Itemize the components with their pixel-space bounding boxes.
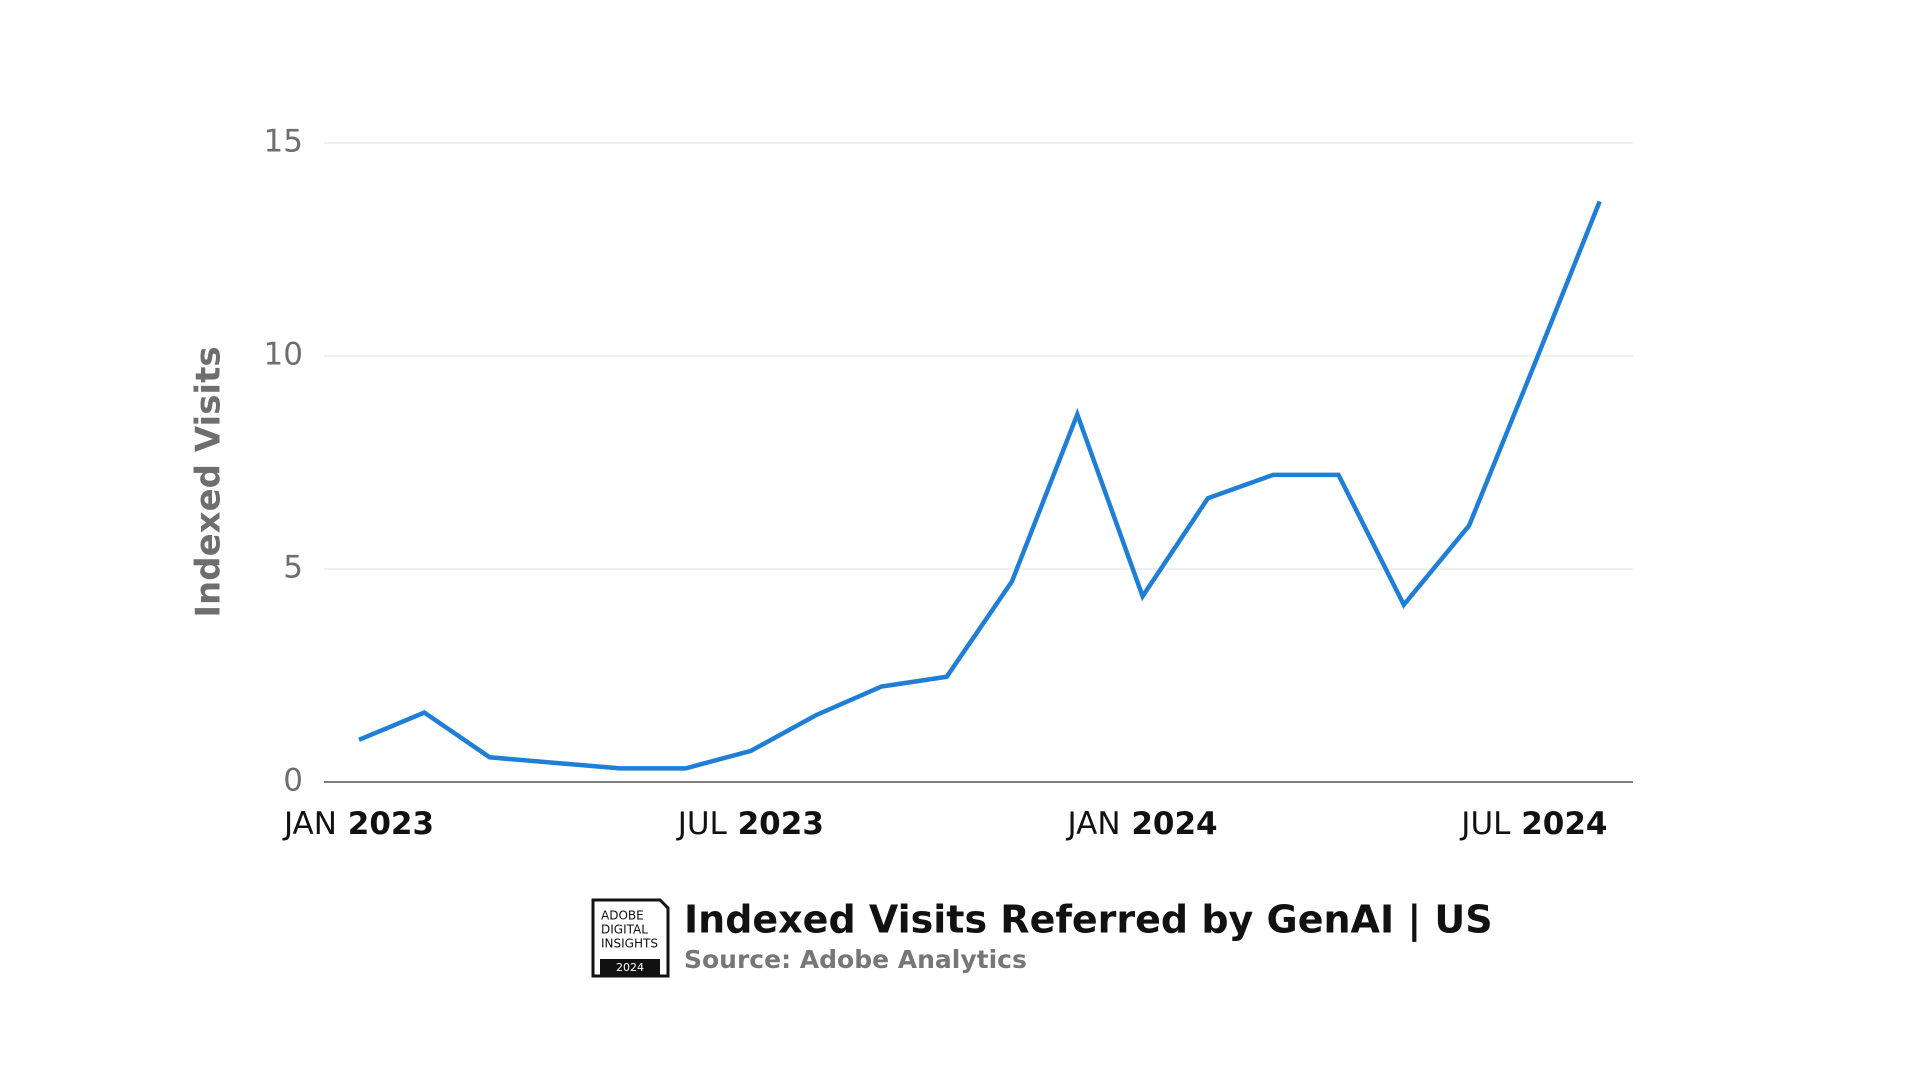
logo-frame [591,898,670,978]
chart-title: Indexed Visits Referred by GenAI | US [684,898,1493,943]
x-tick-label: JAN 2023 [282,806,434,842]
y-tick-label: 10 [264,337,303,373]
chart-subtitle: Source: Adobe Analytics [684,945,1027,974]
y-tick-label: 15 [264,124,303,160]
logo-year: 2024 [616,961,644,974]
x-tick-label: JUL 2023 [676,806,824,842]
logo-text: INSIGHTS [601,937,658,951]
logo-text: ADOBE [601,909,644,923]
x-tick-part: 2024 [1510,806,1607,842]
logo-text: DIGITAL [601,923,648,937]
data-line [358,200,1602,771]
x-tick-part: 2023 [727,806,824,842]
logo: ADOBE DIGITAL INSIGHTS 2024 [591,898,670,978]
x-tick-label: JUL 2024 [1459,806,1607,842]
x-tick-part: JAN [282,806,337,842]
y-tick-label: 5 [283,550,303,586]
x-tick-label: JAN 2024 [1066,806,1218,842]
x-tick-part: JAN [1066,806,1121,842]
y-tick-label: 0 [283,763,303,799]
x-tick-part: JUL [676,806,728,842]
x-tick-part: JUL [1459,806,1511,842]
x-tick-part: 2024 [1121,806,1218,842]
logo-band [600,959,660,976]
x-tick-part: 2023 [337,806,434,842]
y-axis-label: Indexed Visits [189,346,229,617]
